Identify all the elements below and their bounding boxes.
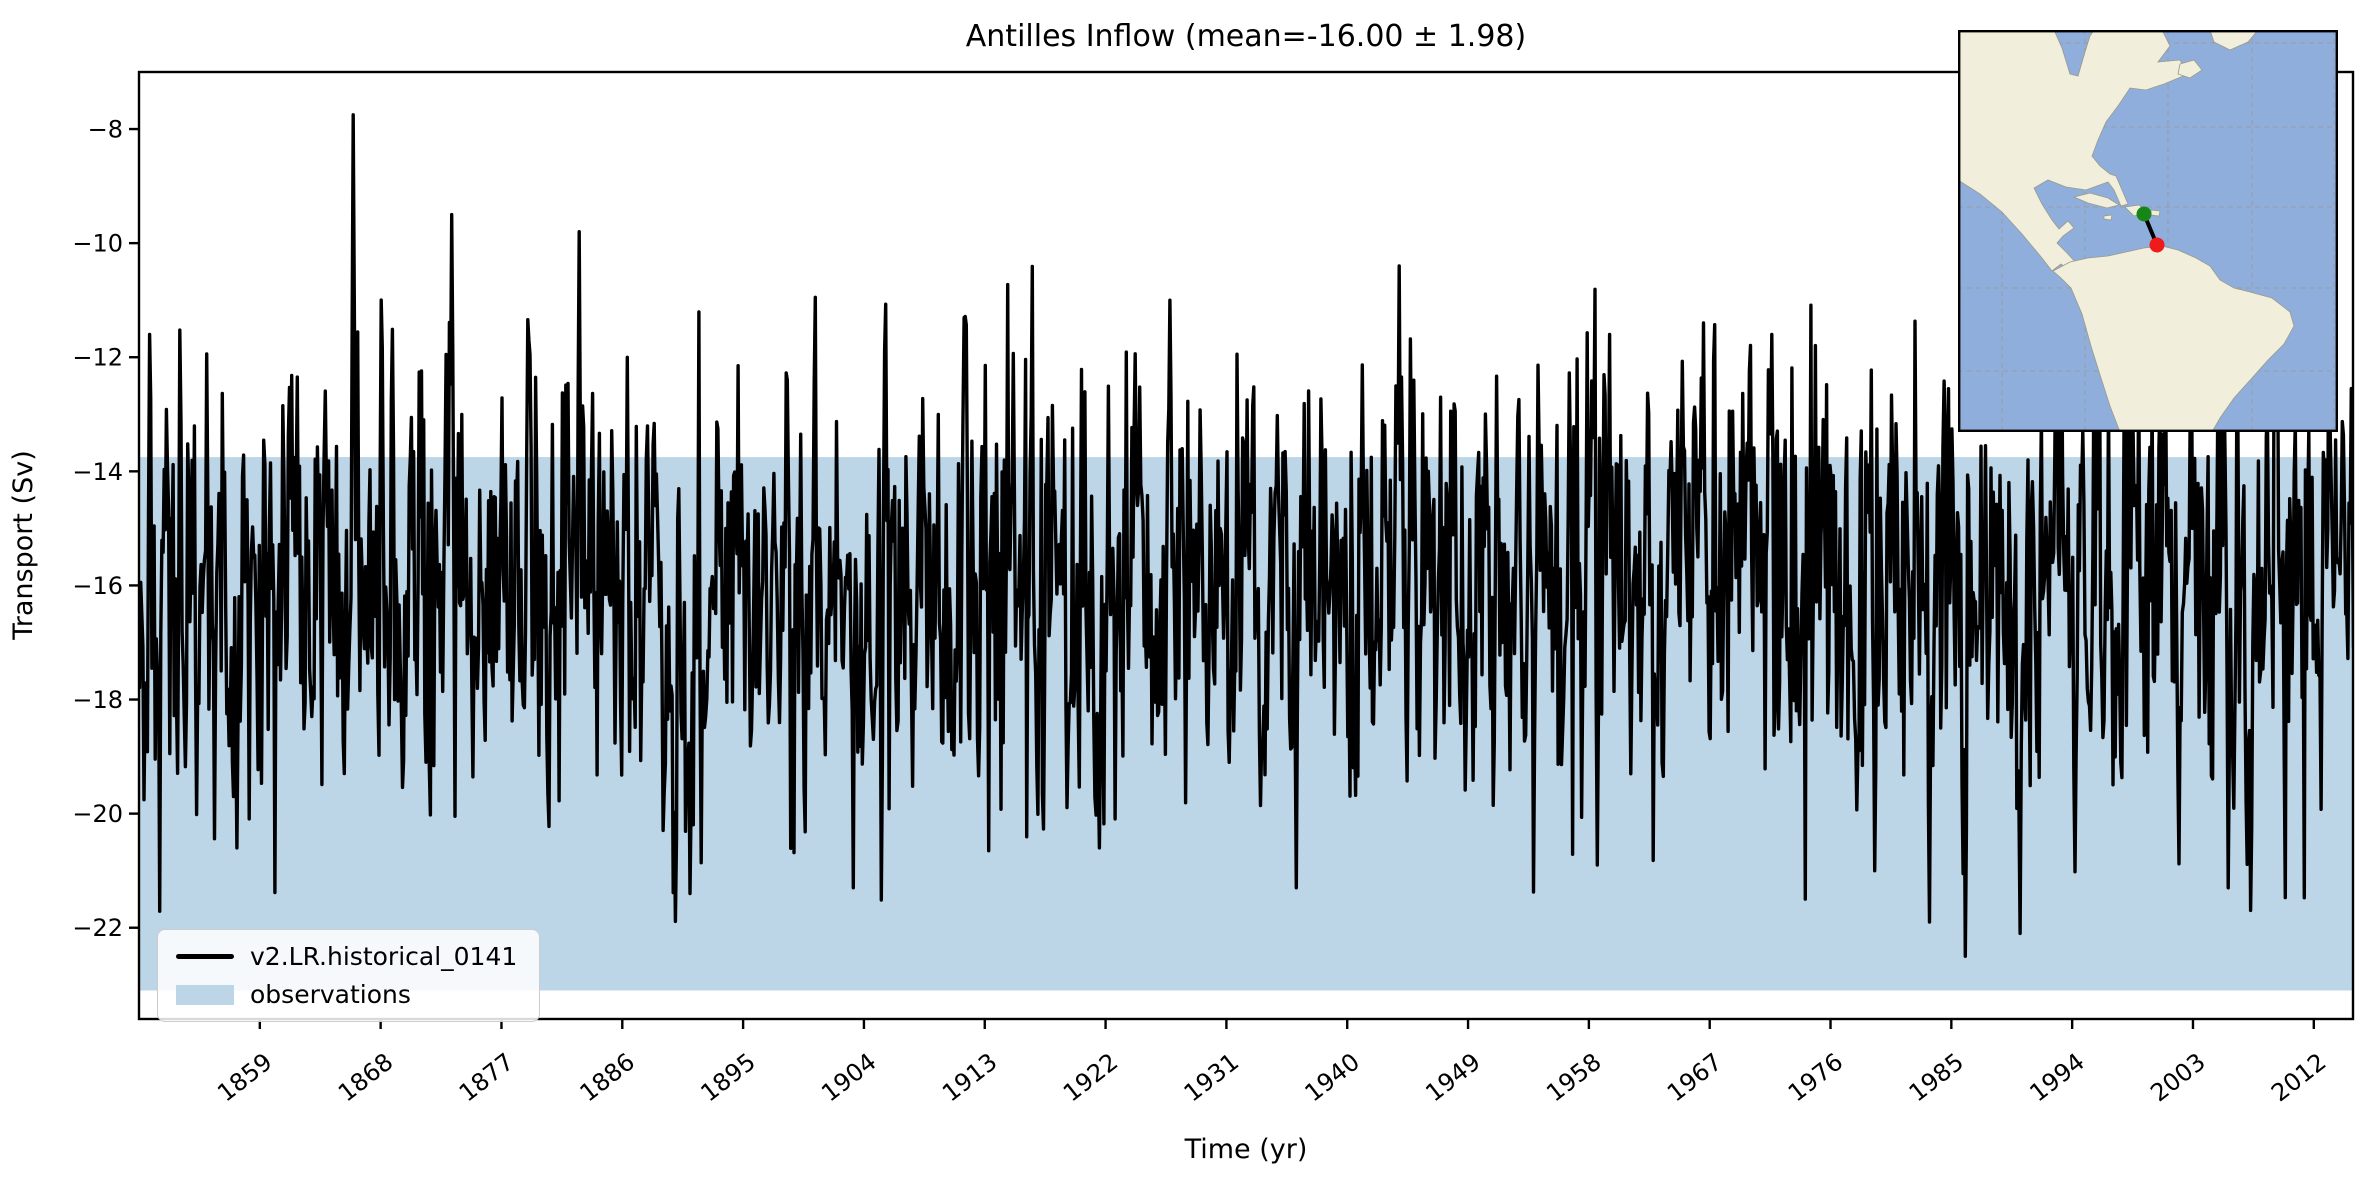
svg-text:1895: 1895 (695, 1048, 760, 1108)
legend-label-model: v2.LR.historical_0141 (250, 942, 518, 971)
map-marker-south-endpoint (2149, 237, 2165, 253)
svg-text:2012: 2012 (2266, 1048, 2331, 1108)
svg-text:1913: 1913 (937, 1048, 1002, 1108)
svg-text:−22: −22 (72, 914, 123, 942)
svg-text:1949: 1949 (1420, 1048, 1485, 1108)
model-series-line (139, 113, 2353, 958)
map-landmasses (1958, 30, 2295, 432)
svg-text:1868: 1868 (333, 1048, 398, 1108)
svg-text:−18: −18 (72, 686, 123, 714)
svg-text:1985: 1985 (1904, 1048, 1969, 1108)
legend-patch-swatch (176, 984, 234, 1005)
axis-ticks (129, 127, 2315, 1029)
axes-frame (137, 70, 2355, 1021)
svg-text:1904: 1904 (816, 1048, 881, 1108)
landmass-greenland-tip (2209, 30, 2259, 51)
svg-text:1967: 1967 (1662, 1048, 1727, 1108)
svg-text:1877: 1877 (454, 1048, 519, 1108)
svg-text:1886: 1886 (575, 1048, 640, 1108)
x-axis-label: Time (yr) (1184, 1134, 1308, 1165)
island-cuba (2072, 192, 2121, 209)
svg-text:2003: 2003 (2145, 1048, 2210, 1108)
legend-entry-observations: observations (176, 980, 517, 1009)
svg-text:−20: −20 (72, 800, 123, 828)
y-axis-label: Transport (Sv) (8, 450, 39, 640)
inset-map (1958, 30, 2338, 432)
chart-title: Antilles Inflow (mean=-16.00 ± 1.98) (966, 19, 1526, 54)
island-jamaica (2103, 214, 2113, 221)
svg-text:−12: −12 (72, 344, 123, 372)
svg-text:1958: 1958 (1541, 1048, 1606, 1108)
legend-line-swatch (176, 953, 234, 960)
svg-text:1994: 1994 (2024, 1048, 2089, 1108)
svg-text:−10: −10 (72, 230, 123, 258)
svg-text:−8: −8 (88, 116, 123, 144)
svg-text:−14: −14 (72, 458, 123, 486)
map-border (1958, 30, 2338, 432)
svg-text:1931: 1931 (1179, 1048, 1244, 1108)
legend: v2.LR.historical_0141 observations (157, 929, 541, 1022)
svg-text:−16: −16 (72, 572, 123, 600)
svg-text:1940: 1940 (1300, 1048, 1365, 1108)
legend-label-observations: observations (250, 980, 411, 1009)
svg-text:1922: 1922 (1058, 1048, 1123, 1108)
island-puerto-rico (2150, 209, 2161, 217)
svg-text:1976: 1976 (1783, 1048, 1848, 1108)
landmass-south-america (2052, 245, 2295, 432)
svg-text:1859: 1859 (212, 1048, 277, 1108)
map-marker-north-endpoint (2136, 206, 2152, 222)
island-newfoundland (2177, 59, 2203, 79)
legend-entry-model: v2.LR.historical_0141 (176, 942, 517, 971)
